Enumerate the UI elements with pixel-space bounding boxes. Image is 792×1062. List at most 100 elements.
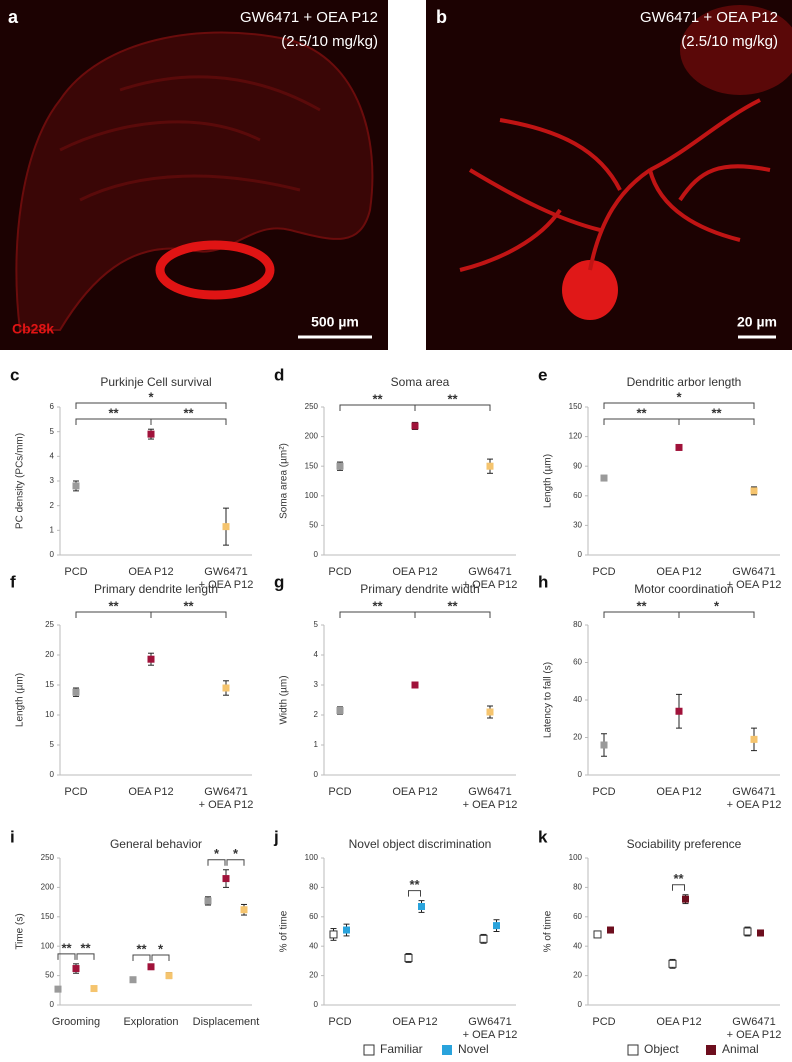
point (750, 487, 758, 495)
y-tick-label: 4 (50, 451, 55, 460)
y-tick-label: 0 (578, 550, 583, 559)
y-axis-title: Time (s) (15, 913, 26, 949)
x-tick-label: OEA P12 (656, 1016, 701, 1028)
significance-label: ** (372, 598, 383, 613)
significance-label: ** (183, 598, 194, 613)
significance-bracket (414, 611, 491, 618)
image-a (0, 0, 388, 350)
point (329, 930, 338, 939)
y-tick-label: 20 (573, 971, 582, 980)
chart-title: Dendritic arbor length (627, 375, 742, 389)
chart-title: Purkinje Cell survival (100, 375, 211, 389)
y-tick-label: 0 (578, 770, 583, 779)
y-tick-label: 6 (50, 402, 55, 411)
point (147, 430, 155, 438)
point (204, 897, 212, 905)
y-tick-label: 0 (314, 770, 319, 779)
significance-bracket (226, 859, 245, 866)
y-tick-label: 250 (41, 853, 55, 862)
point (72, 482, 80, 490)
y-axis-title: % of time (543, 910, 554, 952)
x-tick-label: OEA P12 (392, 1016, 437, 1028)
y-tick-label: 20 (573, 733, 582, 742)
point (72, 688, 80, 696)
point (743, 927, 752, 936)
scale-label: 20 µm (737, 314, 777, 330)
legend-swatch (706, 1045, 716, 1055)
y-tick-label: 5 (50, 427, 55, 436)
y-tick-label: 5 (50, 740, 55, 749)
point (675, 443, 683, 451)
point (418, 903, 425, 911)
significance-label: * (214, 846, 220, 861)
image-label: GW6471 + OEA P12 (240, 9, 378, 26)
legend-label: Novel (458, 1042, 489, 1056)
point (607, 926, 614, 934)
x-tick-label: GW6471 + OEA P12 (199, 566, 254, 591)
y-axis-title: % of time (279, 910, 290, 952)
y-tick-label: 200 (305, 432, 319, 441)
significance-label: * (676, 389, 682, 404)
significance-bracket (150, 611, 227, 618)
point (593, 930, 602, 939)
panel-letter: h (538, 572, 548, 591)
panel-letter: e (538, 365, 547, 384)
y-tick-label: 100 (569, 853, 583, 862)
x-tick-label: OEA P12 (656, 786, 701, 798)
x-tick-label: GW6471 + OEA P12 (199, 786, 254, 811)
point (486, 708, 494, 716)
x-tick-label: OEA P12 (128, 566, 173, 578)
y-tick-label: 10 (45, 710, 54, 719)
significance-label: ** (80, 940, 91, 955)
x-tick-label: PCD (64, 566, 87, 578)
point (147, 655, 155, 663)
y-tick-label: 40 (309, 941, 318, 950)
significance-label: ** (711, 405, 722, 420)
significance-label: ** (409, 877, 420, 892)
panel-letter: b (436, 7, 447, 27)
legend-label: Animal (722, 1042, 759, 1056)
significance-bracket (132, 954, 151, 962)
significance-bracket (207, 859, 226, 866)
significance-label: ** (136, 941, 147, 956)
panel-letter: i (10, 827, 15, 846)
y-tick-label: 2 (50, 501, 55, 510)
x-tick-label: PCD (328, 1016, 351, 1028)
y-tick-label: 60 (573, 912, 582, 921)
image-dose: (2.5/10 mg/kg) (281, 33, 378, 50)
y-axis-title: Width (µm) (279, 675, 290, 724)
chart-title: Primary dendrite length (94, 582, 218, 596)
chart-title: Soma area (391, 375, 450, 389)
panel-letter: k (538, 827, 548, 846)
significance-bracket (150, 418, 227, 425)
y-tick-label: 200 (41, 883, 55, 892)
y-tick-label: 3 (314, 680, 319, 689)
scale-label: 500 µm (311, 314, 359, 330)
y-tick-label: 2 (314, 710, 319, 719)
y-tick-label: 25 (45, 620, 54, 629)
chart-title: Primary dendrite width (360, 582, 479, 596)
panel-letter: a (8, 7, 19, 27)
point (54, 985, 62, 993)
image-label: GW6471 + OEA P12 (640, 9, 778, 26)
point (757, 929, 764, 937)
panel-letter: c (10, 365, 19, 384)
x-tick-label: PCD (64, 786, 87, 798)
legend-label: Familiar (380, 1042, 423, 1056)
significance-bracket (672, 884, 685, 891)
y-axis-title: Latency to fall (s) (543, 662, 554, 738)
y-tick-label: 100 (305, 853, 319, 862)
significance-label: ** (108, 405, 119, 420)
significance-bracket (678, 611, 755, 618)
chart-title: Novel object discrimination (349, 837, 492, 851)
y-tick-label: 250 (305, 402, 319, 411)
y-tick-label: 0 (314, 550, 319, 559)
x-tick-label: GW6471 + OEA P12 (727, 786, 782, 811)
significance-label: ** (61, 940, 72, 955)
x-tick-label: Displacement (193, 1016, 260, 1028)
point (343, 926, 350, 934)
significance-bracket (414, 404, 491, 411)
significance-label: ** (447, 598, 458, 613)
significance-label: * (158, 941, 164, 956)
